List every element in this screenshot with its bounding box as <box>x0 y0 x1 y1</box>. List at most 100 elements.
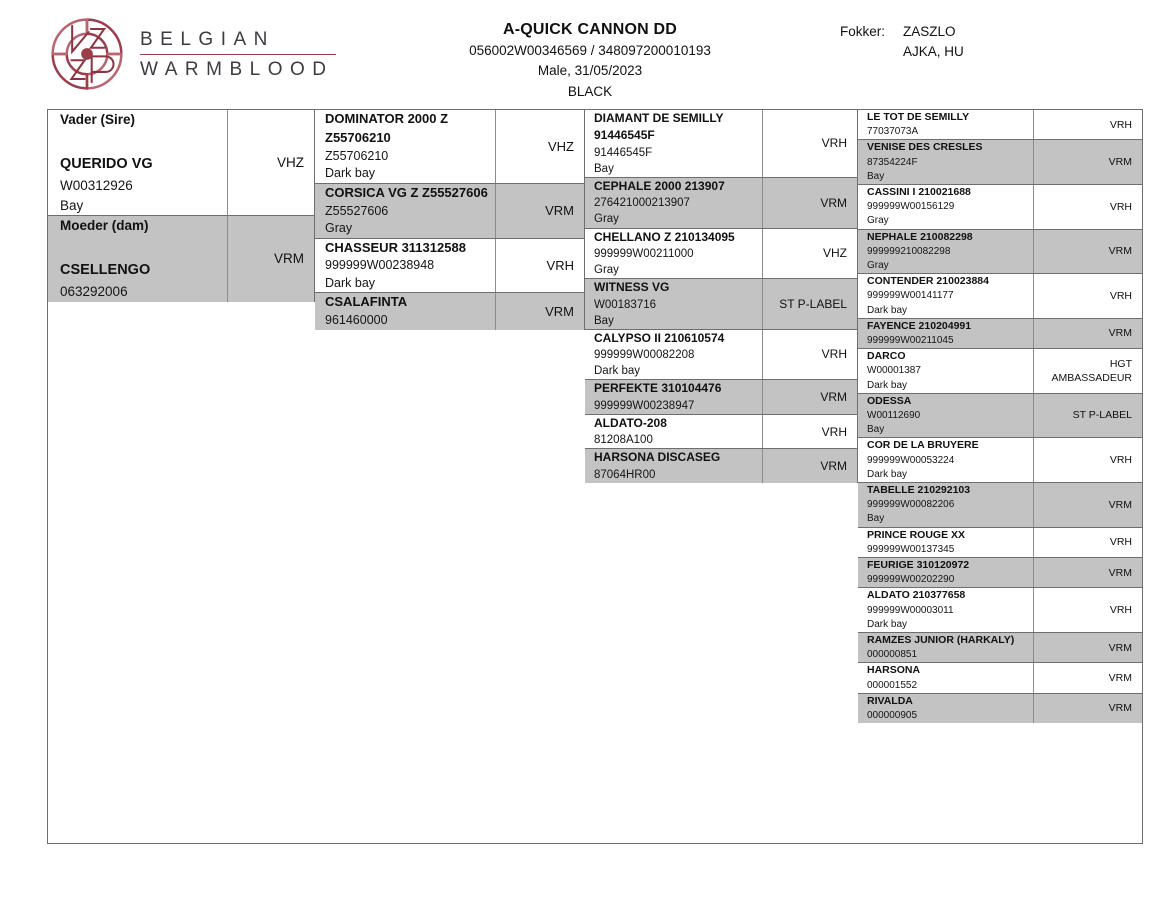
ancestor-registration: 999999W00082206 <box>867 499 955 511</box>
ancestor-coat-color: Bay <box>867 170 885 182</box>
pedigree-cell-g4-10[interactable]: TABELLE 210292103 999999W00082206 Bay VR… <box>858 482 1142 528</box>
generation-3-column: DIAMANT DE SEMILLY 91446545F 91446545F B… <box>585 110 858 843</box>
ancestor-details: ALDATO-208 81208A100 <box>585 415 762 448</box>
pedigree-cell-g4-2[interactable]: VENISE DES CRESLES 87354224F Bay VRM <box>858 140 1142 185</box>
horse-title-block: A-QUICK CANNON DD 056002W00346569 / 3480… <box>390 18 790 102</box>
ancestor-studbook-code: VRM <box>1033 663 1142 693</box>
pedigree-cell-g3-1[interactable]: DIAMANT DE SEMILLY 91446545F 91446545F B… <box>585 110 858 178</box>
pedigree-cell-g3-3[interactable]: CHELLANO Z 210134095 999999W00211000 Gra… <box>585 228 858 280</box>
ancestor-registration: W00001387 <box>867 365 921 377</box>
ancestor-details: PRINCE ROUGE XX 999999W00137345 <box>858 528 1033 557</box>
ancestor-name: VENISE DES CRESLES <box>867 141 983 154</box>
ancestor-details: HARSONA DISCASEG 87064HR00 <box>585 449 762 482</box>
pedigree-cell-g4-14[interactable]: RAMZES JUNIOR (HARKALY) 000000851 VRM <box>858 632 1142 664</box>
pedigree-cell-g4-7[interactable]: DARCO W00001387 Dark bay HGT AMBASSADEUR <box>858 349 1142 394</box>
breeder-block: Fokker: ZASZLO AJKA, HU <box>840 22 964 63</box>
pedigree-cell-g2-1[interactable]: DOMINATOR 2000 Z Z55706210 Z55706210 Dar… <box>315 110 585 184</box>
ancestor-details: TABELLE 210292103 999999W00082206 Bay <box>858 483 1033 527</box>
ancestor-coat-color: Dark bay <box>325 166 376 181</box>
ancestor-registration: W00112690 <box>867 410 921 421</box>
logo-wordmark: BELGIAN WARMBLOOD <box>140 26 336 82</box>
ancestor-name: PERFEKTE 310104476 <box>594 381 722 396</box>
ancestor-details: CORSICA VG Z Z55527606 Z55527606 Gray <box>315 184 495 238</box>
ancestor-name: CONTENDER 210023884 <box>867 275 989 288</box>
ancestor-registration: Z55527606 <box>325 203 389 218</box>
ancestor-name: HARSONA <box>867 664 921 677</box>
pedigree-cell-dam[interactable]: Moeder (dam) CSELLENGO 063292006 VRM <box>48 216 315 302</box>
ancestor-studbook-code: VRM <box>762 177 857 228</box>
pedigree-cell-sire[interactable]: Vader (Sire) QUERIDO VG W00312926 Bay VH… <box>48 110 315 217</box>
ancestor-details: FEURIGE 310120972 999999W00202290 <box>858 558 1033 587</box>
breeder-label: Fokker: <box>840 24 886 39</box>
pedigree-cell-g4-6[interactable]: FAYENCE 210204991 999999W00211045 VRM <box>858 318 1142 350</box>
ancestor-coat-color: Dark bay <box>867 468 908 480</box>
ancestor-registration: 999999W00141177 <box>867 290 954 302</box>
pedigree-cell-g4-16[interactable]: RIVALDA 000000905 VRM <box>858 693 1142 724</box>
generation-2-column: DOMINATOR 2000 Z Z55706210 Z55706210 Dar… <box>315 110 585 843</box>
ancestor-registration: 87064HR00 <box>594 468 656 481</box>
sire-studbook-code: VHZ <box>227 110 314 216</box>
pedigree-cell-g2-4[interactable]: CSALAFINTA 961460000 VRM <box>315 293 585 330</box>
ancestor-studbook-code: VRM <box>1033 140 1142 184</box>
ancestor-name: DOMINATOR 2000 Z <box>325 111 449 126</box>
ancestor-name: FAYENCE 210204991 <box>867 319 972 332</box>
pedigree-cell-g2-3[interactable]: CHASSEUR 311312588 999999W00238948 Dark … <box>315 238 585 294</box>
pedigree-cell-g3-2[interactable]: CEPHALE 2000 213907 276421000213907 Gray… <box>585 177 858 229</box>
logo-line-belgian: BELGIAN <box>140 29 275 50</box>
ancestor-studbook-code: VRM <box>495 293 584 330</box>
ancestor-registration: 999999W00082208 <box>594 349 695 362</box>
ancestor-registration: 87354224F <box>867 156 918 168</box>
ancestor-name: CALYPSO II 210610574 <box>594 330 725 345</box>
logo-line-warmblood: WARMBLOOD <box>140 59 334 81</box>
pedigree-table: Vader (Sire) QUERIDO VG W00312926 Bay VH… <box>47 109 1143 844</box>
pedigree-cell-g4-12[interactable]: FEURIGE 310120972 999999W00202290 VRM <box>858 557 1142 589</box>
pedigree-cell-g3-4[interactable]: WITNESS VG W00183716 Bay ST P-LABEL <box>585 279 858 330</box>
ancestor-registration: 000000905 <box>867 710 918 721</box>
ancestor-details: DARCO W00001387 Dark bay <box>858 349 1033 393</box>
ancestor-name: COR DE LA BRUYERE <box>867 439 979 452</box>
ancestor-studbook-code: VHZ <box>762 228 857 279</box>
ancestor-studbook-code: VRH <box>1033 185 1142 229</box>
pedigree-cell-g3-6[interactable]: PERFEKTE 310104476 999999W00238947 VRM <box>585 380 858 415</box>
ancestor-registration: 999999W00238948 <box>325 258 435 273</box>
belgian-warmblood-logo: BELGIAN WARMBLOOD <box>48 14 348 94</box>
pedigree-cell-g4-5[interactable]: CONTENDER 210023884 999999W00141177 Dark… <box>858 274 1142 319</box>
ancestor-studbook-code: VRH <box>1033 588 1142 632</box>
pedigree-cell-g4-15[interactable]: HARSONA 000001552 VRM <box>858 663 1142 694</box>
ancestor-registration: 999999W00238947 <box>594 399 695 412</box>
dam-details: Moeder (dam) CSELLENGO 063292006 <box>48 216 227 302</box>
pedigree-cell-g4-11[interactable]: PRINCE ROUGE XX 999999W00137345 VRH <box>858 527 1142 558</box>
ancestor-name: WITNESS VG <box>594 280 670 295</box>
dam-name: CSELLENGO <box>60 262 151 279</box>
ancestor-name: ALDATO-208 <box>594 415 667 430</box>
pedigree-cell-g4-13[interactable]: ALDATO 210377658 999999W00003011 Dark ba… <box>858 588 1142 633</box>
ancestor-studbook-code: VHZ <box>495 110 584 183</box>
ancestor-registration: 999999W00137345 <box>867 543 955 555</box>
generation-1-column: Vader (Sire) QUERIDO VG W00312926 Bay VH… <box>48 110 315 843</box>
ancestor-coat-color: Dark bay <box>594 365 641 378</box>
ancestor-registration: 000000851 <box>867 649 918 661</box>
ancestor-name: ALDATO 210377658 <box>867 589 966 602</box>
pedigree-cell-g4-8[interactable]: ODESSA W00112690 Bay ST P-LABEL <box>858 393 1142 439</box>
ancestor-studbook-code: VRH <box>762 329 857 380</box>
sire-name: QUERIDO VG <box>60 156 153 173</box>
ancestor-details: DIAMANT DE SEMILLY 91446545F 91446545F B… <box>585 110 762 177</box>
ancestor-details: HARSONA 000001552 <box>858 663 1033 692</box>
pedigree-cell-g3-7[interactable]: ALDATO-208 81208A100 VRH <box>585 414 858 450</box>
pedigree-cell-g4-4[interactable]: NEPHALE 210082298 999999210082298 Gray V… <box>858 229 1142 275</box>
pedigree-cell-g4-3[interactable]: CASSINI I 210021688 999999W00156129 Gray… <box>858 185 1142 230</box>
breeder-location: AJKA, HU <box>903 44 964 60</box>
pedigree-cell-g4-1[interactable]: LE TOT DE SEMILLY 77037073A VRH <box>858 110 1142 141</box>
ancestor-details: CSALAFINTA 961460000 <box>315 293 495 329</box>
ancestor-coat-color: Gray <box>594 213 619 226</box>
dam-registration: 063292006 <box>60 284 128 300</box>
ancestor-studbook-code: HGT AMBASSADEUR <box>1033 349 1142 393</box>
pedigree-cell-g3-8[interactable]: HARSONA DISCASEG 87064HR00 VRM <box>585 449 858 483</box>
horse-name: A-QUICK CANNON DD <box>502 21 678 38</box>
pedigree-cell-g4-9[interactable]: COR DE LA BRUYERE 999999W00053224 Dark b… <box>858 438 1142 483</box>
ancestor-name: ODESSA <box>867 394 912 407</box>
pedigree-cell-g2-2[interactable]: CORSICA VG Z Z55527606 Z55527606 Gray VR… <box>315 183 585 239</box>
ancestor-registration: 999999210082298 <box>867 245 951 257</box>
pedigree-cell-g3-5[interactable]: CALYPSO II 210610574 999999W00082208 Dar… <box>585 329 858 381</box>
